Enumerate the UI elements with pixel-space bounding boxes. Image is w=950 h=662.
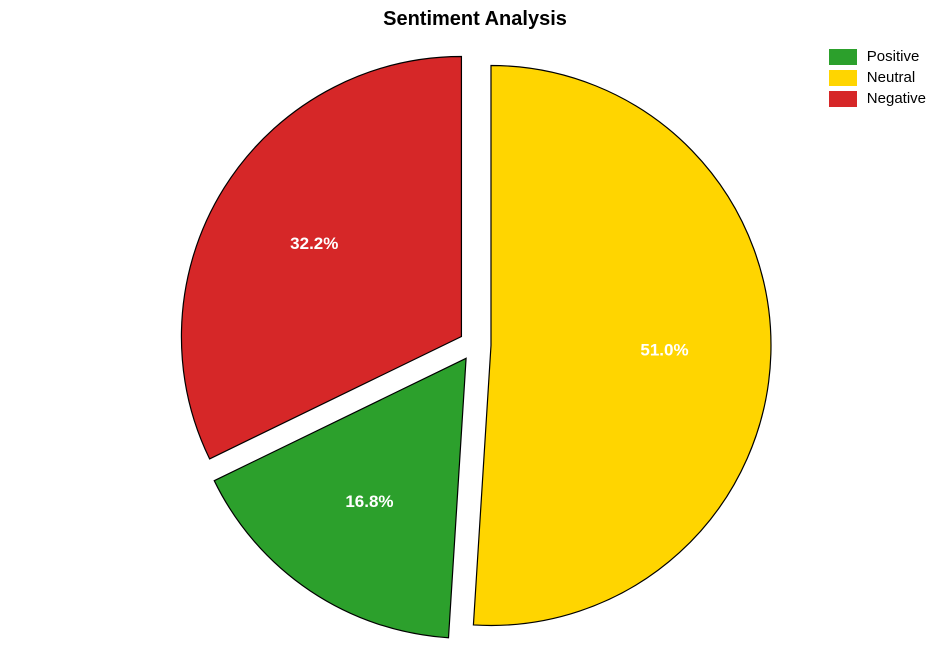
legend-item: Positive bbox=[829, 48, 926, 65]
legend-swatch bbox=[829, 49, 857, 65]
legend-item: Neutral bbox=[829, 69, 926, 86]
pie-slice-label: 32.2% bbox=[290, 234, 338, 253]
legend-label: Neutral bbox=[867, 69, 915, 86]
legend-swatch bbox=[829, 91, 857, 107]
legend-item: Negative bbox=[829, 90, 926, 107]
legend-label: Positive bbox=[867, 48, 920, 65]
pie-chart-svg: 32.2% 16.8% 51.0% bbox=[0, 0, 950, 662]
pie-slice-label: 16.8% bbox=[345, 492, 393, 511]
pie-chart-container: Sentiment Analysis 32.2%16.8%51.0% Posit… bbox=[0, 0, 950, 662]
legend-swatch bbox=[829, 70, 857, 86]
pie-slice-label: 51.0% bbox=[640, 340, 688, 359]
pie-slice-neutral bbox=[473, 66, 771, 626]
chart-legend: Positive Neutral Negative bbox=[829, 48, 926, 107]
legend-label: Negative bbox=[867, 90, 926, 107]
